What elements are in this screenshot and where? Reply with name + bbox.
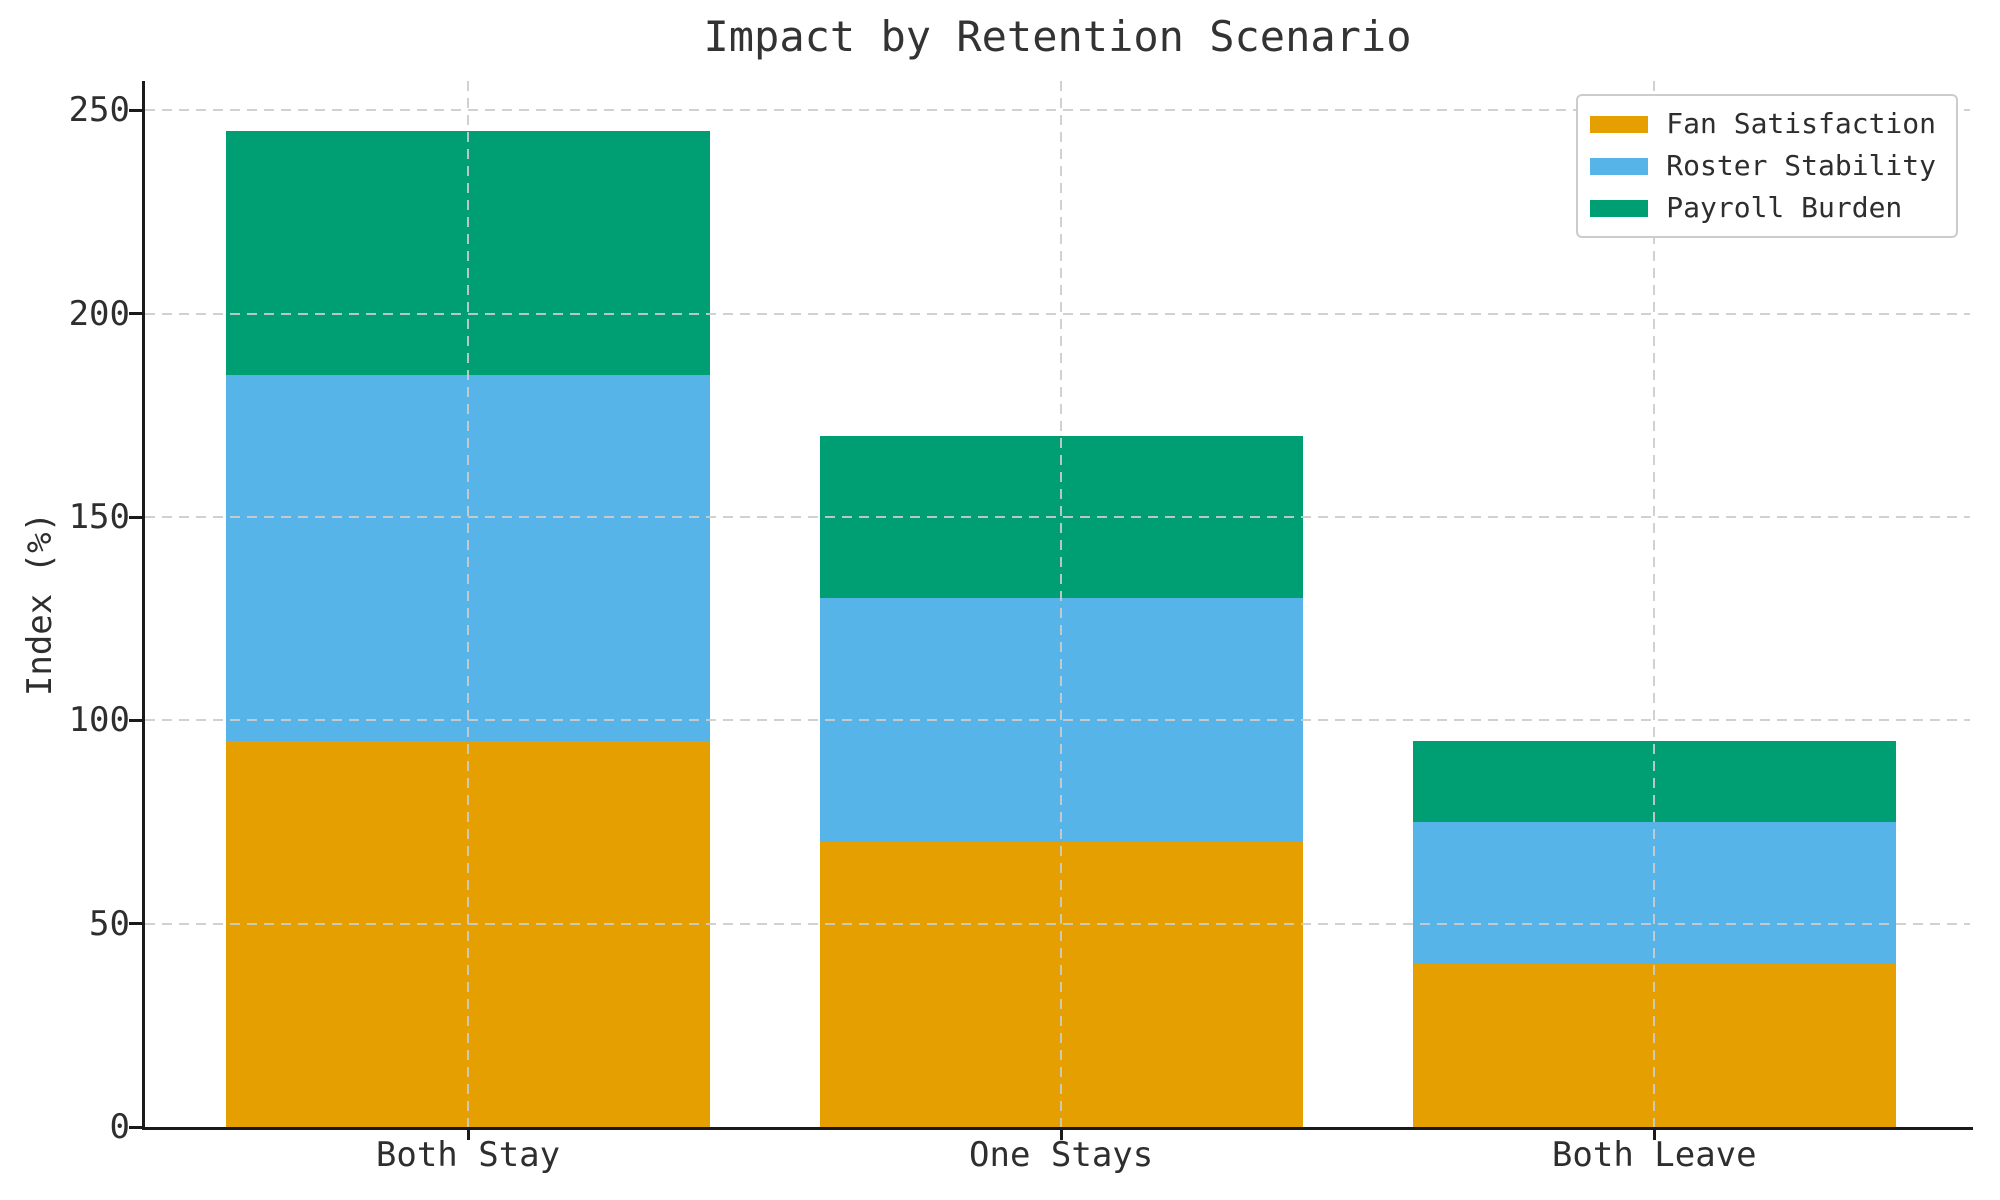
plot-area [145,81,1970,1127]
y-tick-150 [129,515,142,519]
gridline-y-150 [145,516,1970,519]
x-tick-both-stay [466,1127,470,1140]
y-axis-label: Index (%) [20,511,60,697]
y-tick-label-200: 200 [68,293,130,334]
gridline-x-both-stay [467,81,470,1127]
gridline-x-one-stays [1060,81,1063,1127]
y-axis-spine [142,81,145,1130]
y-tick-label-150: 150 [68,497,130,538]
y-tick-label-0: 0 [109,1107,130,1147]
legend: Fan Satisfaction Roster Stability Payroll … [1576,94,1958,238]
legend-swatch-roster-stability [1590,157,1649,175]
x-tick-label-one-stays: One Stays [969,1135,1154,1175]
x-tick-label-both-leave: Both Leave [1551,1135,1757,1175]
gridline-y-50 [145,922,1970,925]
legend-label-fan-satisfaction: Fan Satisfaction [1666,107,1936,140]
x-tick-label-both-stay: Both Stay [375,1135,561,1175]
legend-swatch-payroll-burden [1590,199,1649,217]
y-tick-100 [129,718,142,722]
y-tick-0 [129,1125,142,1129]
legend-swatch-fan-satisfaction [1590,115,1649,133]
y-tick-label-50: 50 [89,903,130,944]
gridline-y-200 [145,312,1970,315]
legend-item-payroll-burden: Payroll Burden [1590,190,1936,226]
x-tick-one-stays [1059,1127,1063,1140]
y-tick-label-100: 100 [68,700,130,741]
legend-label-payroll-burden: Payroll Burden [1666,191,1903,224]
gridline-y-250 [145,109,1970,112]
gridline-x-both-leave [1653,81,1656,1127]
y-tick-200 [129,312,142,316]
chart-title: Impact by Retention Scenario [703,12,1412,61]
y-tick-label-250: 250 [68,90,130,131]
legend-item-roster-stability: Roster Stability [1590,148,1936,184]
y-tick-50 [129,922,142,926]
gridline-y-100 [145,719,1970,722]
y-tick-250 [129,108,142,112]
legend-item-fan-satisfaction: Fan Satisfaction [1590,106,1936,142]
x-tick-both-leave [1652,1127,1656,1140]
legend-label-roster-stability: Roster Stability [1666,149,1936,182]
x-axis-spine [142,1127,1973,1130]
